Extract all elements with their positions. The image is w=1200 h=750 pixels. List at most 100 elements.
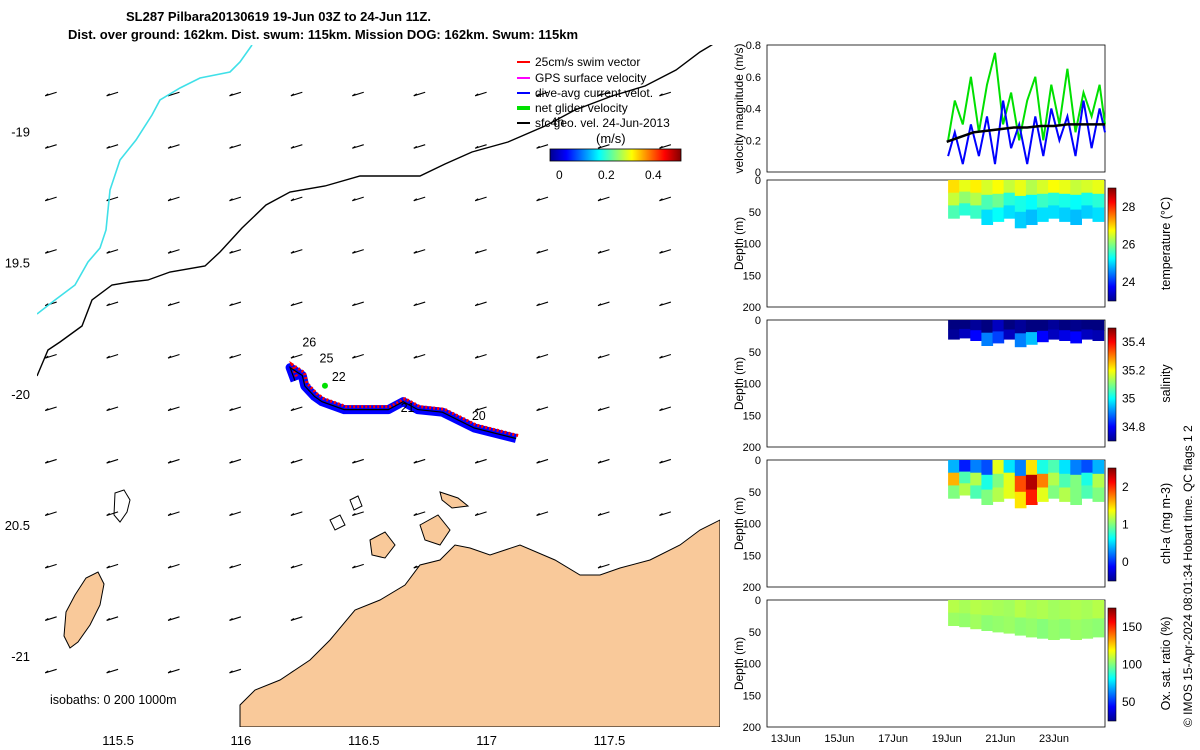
velocity-series-line [947,52,1106,141]
surface-velocity-arrow [413,249,426,254]
surface-velocity-arrow [659,301,672,307]
velocity-y-tick-label: 0.6 [746,72,761,84]
chl-a-cell [1070,489,1082,505]
footer-credit: © IMOS 15-Apr-2024 08:01:34 Hobart time.… [1181,425,1195,727]
oxygen-y-tick-label: 100 [743,659,761,671]
surface-velocity-arrow [229,301,242,307]
salinity-cell [1081,329,1094,340]
surface-velocity-arrowhead [167,145,172,149]
oxygen-cell [1092,618,1105,638]
surface-velocity-arrow [536,458,549,464]
date-tick-label: 17Jun [878,733,908,745]
title-line-1: SL287 Pilbara20130619 19-Jun 03Z to 24-J… [126,9,431,24]
land-islets [113,489,363,531]
oxygen-cell [1081,619,1094,639]
surface-velocity-arrow [597,563,610,569]
surface-velocity-arrowhead [290,250,295,254]
temperature-cell [970,205,982,219]
surface-velocity-arrowhead [597,198,602,202]
surface-velocity-arrowhead [44,93,49,97]
surface-velocity-arrowhead [474,250,479,254]
land-island-small-3 [439,491,470,509]
surface-velocity-arrow [659,196,672,202]
surface-velocity-arrowhead [44,460,49,464]
legend-gps-velocity: GPS surface velocity [535,71,646,85]
temperature-cell [959,203,971,216]
surface-velocity-arrow [659,406,672,412]
oxygen-cell [1025,618,1038,638]
surface-velocity-arrowhead [167,565,172,569]
surface-velocity-arrowhead [229,565,233,569]
colorbar-tick-0: 0 [556,168,563,182]
chl-a-cell [1070,460,1082,476]
chl-a-cell [992,473,1005,489]
salinity-cell [1037,330,1049,343]
surface-velocity-arrow [536,406,549,412]
surface-velocity-arrowhead [536,93,540,97]
surface-velocity-arrow [45,563,57,569]
surface-velocity-arrowhead [413,93,418,97]
surface-velocity-arrow [45,144,57,149]
surface-velocity-arrowhead [413,460,418,464]
oxygen-cell [1070,619,1082,640]
oxygen-cell [970,600,982,615]
chl-a-cell [1070,474,1082,491]
chl-a-cell [948,460,960,474]
temperature-cell [1059,180,1071,195]
day-label: 20 [472,409,486,423]
surface-velocity-arrow [352,249,364,254]
surface-velocity-arrow [167,458,180,464]
surface-velocity-arrowhead [167,250,172,254]
map-y-tick-label: -19 [11,125,30,140]
surface-velocity-arrow [290,406,303,412]
surface-velocity-arrowhead [290,93,295,97]
salinity-colorbar-label: salinity [1159,364,1173,403]
surface-velocity-arrowhead [352,460,356,464]
surface-velocity-arrow [659,353,672,359]
chl-a-y-label: Depth (m) [732,497,746,550]
chl-a-cell [1059,487,1071,502]
surface-velocity-arrowhead [659,250,663,254]
surface-velocity-arrowhead [44,565,49,569]
surface-velocity-arrowhead [106,355,110,359]
surface-velocity-arrowhead [290,303,295,307]
surface-velocity-arrowhead [659,460,663,464]
surface-velocity-arrow [106,563,119,569]
surface-velocity-arrow [45,406,57,412]
surface-velocity-arrowhead [597,93,602,97]
surface-velocity-arrow [290,511,303,517]
surface-velocity-arrowhead [290,513,295,516]
surface-velocity-arrowhead [474,408,479,412]
temperature-y-tick-label: 200 [743,302,761,314]
colorbar-tick-2: 0.4 [645,168,662,182]
surface-velocity-arrowhead [229,460,233,464]
surface-velocity-arrow [45,91,57,97]
surface-velocity-arrowhead [229,408,233,412]
surface-velocity-arrow [597,144,610,149]
surface-velocity-arrow [229,511,242,517]
temperature-cell [1014,180,1027,197]
surface-velocity-arrowhead [106,670,110,674]
surface-velocity-arrow [167,668,180,674]
colorbar-unit: (m/s) [596,131,626,146]
legend-net-glider-velocity: net glider velocity [535,101,628,115]
temperature-panel: 0 50 100 150 200 Depth (m) 28 26 24 temperature (… [732,175,1173,314]
salinity-colorbar-tick: 35.2 [1122,363,1146,377]
salinity-cell [1003,320,1016,331]
surface-velocity-arrow [106,249,119,254]
oxygen-cell [1037,600,1049,620]
chl-a-cell [1048,460,1060,474]
temperature-y-tick-label: 150 [743,270,761,282]
surface-velocity-arrowhead [659,513,663,516]
surface-velocity-arrow [167,301,180,307]
surface-velocity-arrow [352,458,364,464]
temperature-cell [1059,193,1071,209]
temperature-cell [1037,180,1049,195]
surface-velocity-arrowhead [290,408,295,412]
chl-a-cell [1059,473,1071,489]
oxygen-cell [1048,619,1060,640]
surface-velocity-arrow [167,196,180,202]
surface-velocity-arrow [413,511,426,517]
